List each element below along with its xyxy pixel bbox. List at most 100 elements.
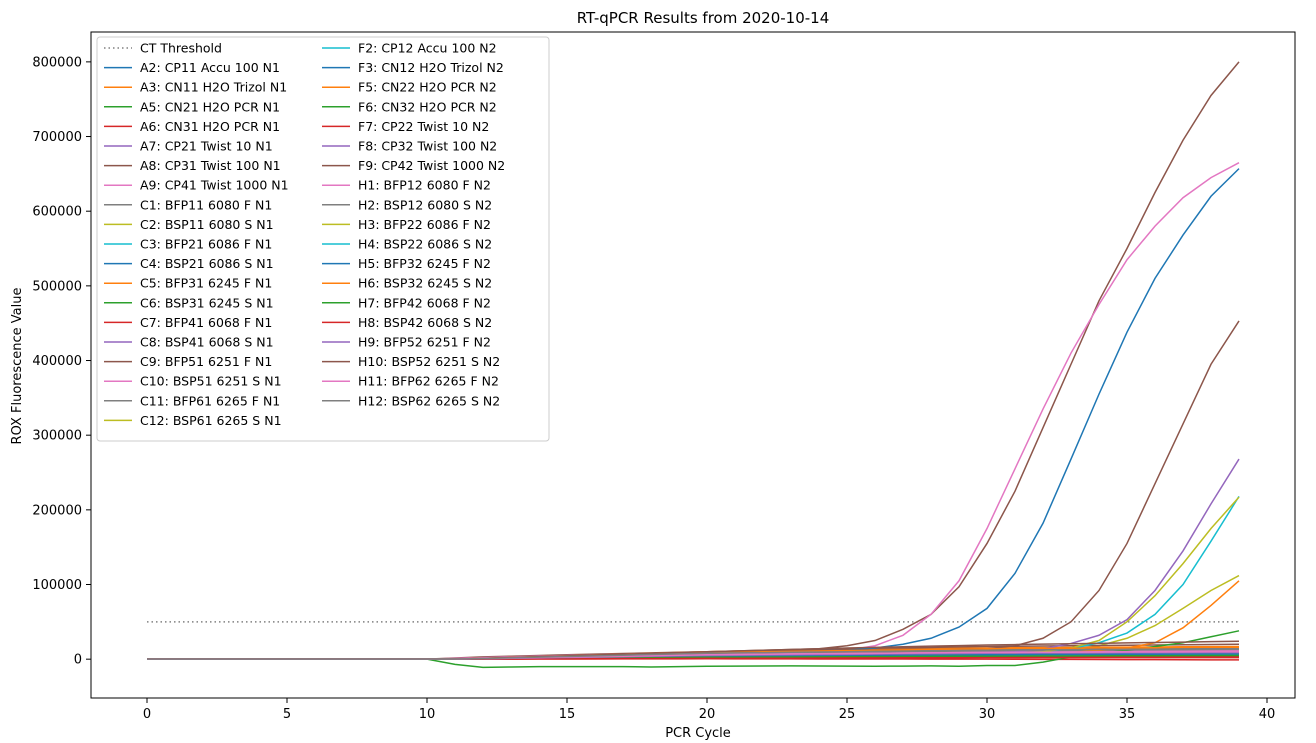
legend-label: C8: BSP41 6068 S N1: [140, 335, 274, 350]
legend-item: H6: BSP32 6245 S N2: [322, 276, 492, 291]
legend-item: A5: CN21 H2O PCR N1: [104, 99, 280, 114]
legend-label: C7: BFP41 6068 F N1: [140, 315, 272, 330]
legend-label: H9: BFP52 6251 F N2: [358, 335, 491, 350]
y-tick-label: 400000: [32, 354, 82, 369]
legend-label: F2: CP12 Accu 100 N2: [358, 41, 497, 56]
series-line-38: [147, 647, 1240, 660]
legend-item: C12: BSP61 6265 S N1: [104, 413, 282, 428]
legend-item: A3: CN11 H2O Trizol N1: [104, 80, 287, 95]
y-tick-label: 600000: [32, 205, 82, 220]
legend-item: C7: BFP41 6068 F N1: [104, 315, 272, 330]
legend-label: A5: CN21 H2O PCR N1: [140, 99, 280, 114]
legend-label: C12: BSP61 6265 S N1: [140, 413, 282, 428]
legend-item: H2: BSP12 6080 S N2: [322, 197, 492, 212]
legend-label: A9: CP41 Twist 1000 N1: [140, 178, 289, 193]
legend-label: C3: BFP21 6086 F N1: [140, 237, 272, 252]
legend-label: A3: CN11 H2O Trizol N1: [140, 80, 287, 95]
x-tick-label: 0: [143, 707, 151, 722]
legend-item: F7: CP22 Twist 10 N2: [322, 119, 489, 134]
legend-label: C1: BFP11 6080 F N1: [140, 197, 272, 212]
legend-label: F7: CP22 Twist 10 N2: [358, 119, 489, 134]
legend-item: F6: CN32 H2O PCR N2: [322, 99, 497, 114]
x-tick-label: 20: [699, 707, 716, 722]
legend-item: H10: BSP52 6251 S N2: [322, 354, 500, 369]
legend-label: F9: CP42 Twist 1000 N2: [358, 158, 505, 173]
x-axis: 0 5 10 15 20 25 30 35 40: [143, 698, 1275, 722]
legend-item: A2: CP11 Accu 100 N1: [104, 60, 280, 75]
legend-label: A8: CP31 Twist 100 N1: [140, 158, 281, 173]
legend-label: F5: CN22 H2O PCR N2: [358, 80, 497, 95]
legend-item: C2: BSP11 6080 S N1: [104, 217, 274, 232]
legend-label: A2: CP11 Accu 100 N1: [140, 60, 280, 75]
legend-label: H1: BFP12 6080 F N2: [358, 178, 491, 193]
legend-box: [96, 36, 550, 442]
y-axis: 0 100000 200000 300000 400000 500000 600000 700…: [32, 55, 91, 668]
legend-label: H6: BSP32 6245 S N2: [358, 276, 492, 291]
y-tick-label: 700000: [32, 130, 82, 145]
x-tick-label: 5: [283, 707, 291, 722]
legend-item: H11: BFP62 6265 F N2: [322, 374, 499, 389]
x-tick-label: 30: [979, 707, 996, 722]
legend-label: H11: BFP62 6265 F N2: [358, 374, 499, 389]
legend-label: H5: BFP32 6245 F N2: [358, 256, 491, 271]
legend-item: A9: CP41 Twist 1000 N1: [104, 178, 289, 193]
legend-item: C9: BFP51 6251 F N1: [104, 354, 272, 369]
legend-item: C8: BSP41 6068 S N1: [104, 335, 274, 350]
legend-item: H9: BFP52 6251 F N2: [322, 335, 491, 350]
legend-label: A6: CN31 H2O PCR N1: [140, 119, 280, 134]
legend-item: C4: BSP21 6086 S N1: [104, 256, 274, 271]
legend-item: C11: BFP61 6265 F N1: [104, 393, 280, 408]
legend-item: C1: BFP11 6080 F N1: [104, 197, 272, 212]
legend-item: CT Threshold: [104, 41, 222, 56]
legend-label: F6: CN32 H2O PCR N2: [358, 99, 497, 114]
legend-item: F3: CN12 H2O Trizol N2: [322, 60, 504, 75]
legend-item: H1: BFP12 6080 F N2: [322, 178, 491, 193]
legend-item: A6: CN31 H2O PCR N1: [104, 119, 280, 134]
legend-item: C3: BFP21 6086 F N1: [104, 237, 272, 252]
legend-item: H7: BFP42 6068 F N2: [322, 295, 491, 310]
legend-label: H4: BSP22 6086 S N2: [358, 237, 492, 252]
legend-item: H4: BSP22 6086 S N2: [322, 237, 492, 252]
legend-item: H12: BSP62 6265 S N2: [322, 393, 500, 408]
legend-label: F8: CP32 Twist 100 N2: [358, 139, 497, 154]
legend-item: C6: BSP31 6245 S N1: [104, 295, 274, 310]
legend-label: C5: BFP31 6245 F N1: [140, 276, 272, 291]
legend-item: F2: CP12 Accu 100 N2: [322, 41, 497, 56]
y-axis-label: ROX Fluorescence Value: [10, 288, 25, 445]
legend-item: H5: BFP32 6245 F N2: [322, 256, 491, 271]
legend-label: C2: BSP11 6080 S N1: [140, 217, 274, 232]
legend-item: H3: BFP22 6086 F N2: [322, 217, 491, 232]
x-axis-label: PCR Cycle: [665, 726, 731, 741]
legend: CT Threshold A2: CP11 Accu 100 N1 A3: CN11…: [96, 36, 550, 442]
x-tick-label: 15: [559, 707, 576, 722]
plot-frame: [90, 31, 1296, 699]
series-layer: [147, 61, 1240, 669]
x-tick-label: 25: [839, 707, 856, 722]
y-tick-label: 500000: [32, 279, 82, 294]
legend-item: C10: BSP51 6251 S N1: [104, 374, 282, 389]
legend-label: F3: CN12 H2O Trizol N2: [358, 60, 504, 75]
legend-label: C4: BSP21 6086 S N1: [140, 256, 274, 271]
legend-label: H7: BFP42 6068 F N2: [358, 295, 491, 310]
legend-item: F9: CP42 Twist 1000 N2: [322, 158, 505, 173]
legend-label: CT Threshold: [140, 41, 222, 56]
legend-label: H12: BSP62 6265 S N2: [358, 393, 500, 408]
legend-label: A7: CP21 Twist 10 N1: [140, 139, 273, 154]
legend-label: H2: BSP12 6080 S N2: [358, 197, 492, 212]
x-tick-label: 10: [419, 707, 436, 722]
y-tick-label: 200000: [32, 503, 82, 518]
x-tick-label: 35: [1119, 707, 1136, 722]
chart-title: RT-qPCR Results from 2020-10-14: [577, 9, 830, 27]
y-tick-label: 100000: [32, 578, 82, 593]
legend-label: H3: BFP22 6086 F N2: [358, 217, 491, 232]
y-tick-label: 800000: [32, 55, 82, 70]
legend-item: A8: CP31 Twist 100 N1: [104, 158, 281, 173]
legend-label: C9: BFP51 6251 F N1: [140, 354, 272, 369]
legend-label: C10: BSP51 6251 S N1: [140, 374, 282, 389]
legend-item: F5: CN22 H2O PCR N2: [322, 80, 497, 95]
legend-item: H8: BSP42 6068 S N2: [322, 315, 492, 330]
legend-item: A7: CP21 Twist 10 N1: [104, 139, 273, 154]
legend-item: C5: BFP31 6245 F N1: [104, 276, 272, 291]
y-tick-label: 300000: [32, 429, 82, 444]
